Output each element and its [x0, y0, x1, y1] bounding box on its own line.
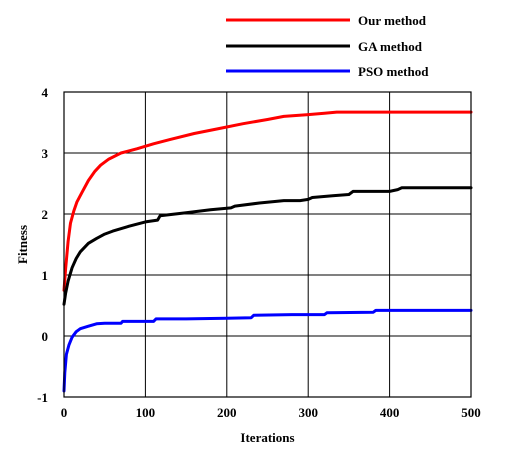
series-layer	[62, 110, 473, 393]
x-tick-label: 500	[461, 405, 481, 420]
legend-label-ga-method: GA method	[358, 39, 423, 54]
y-tick-label: 4	[42, 85, 49, 100]
x-tick-label: 0	[61, 405, 68, 420]
y-tick-label: 1	[42, 268, 49, 283]
plot-frame	[63, 91, 472, 398]
y-tick-labels: -1 0 1 2 3 4	[37, 85, 48, 405]
legend-label-pso-method: PSO method	[358, 64, 429, 79]
legend: Our method GA method PSO method	[226, 13, 429, 79]
x-tick-labels: 0 100 200 300 400 500	[61, 405, 481, 420]
x-axis-label: Iterations	[240, 430, 294, 445]
x-tick-label: 200	[217, 405, 237, 420]
series-line-ga-method	[62, 186, 473, 306]
y-tick-label: 3	[42, 146, 49, 161]
y-tick-label: 0	[42, 329, 49, 344]
x-tick-label: 100	[136, 405, 156, 420]
x-tick-label: 300	[298, 405, 318, 420]
x-tick-label: 400	[380, 405, 400, 420]
legend-label-our-method: Our method	[358, 13, 427, 28]
grid	[63, 91, 472, 398]
series-line-our-method	[62, 110, 473, 292]
series-line-pso-method	[62, 308, 473, 393]
y-tick-label: 2	[42, 207, 49, 222]
y-tick-label: -1	[37, 390, 48, 405]
y-axis-label: Fitness	[15, 225, 30, 264]
